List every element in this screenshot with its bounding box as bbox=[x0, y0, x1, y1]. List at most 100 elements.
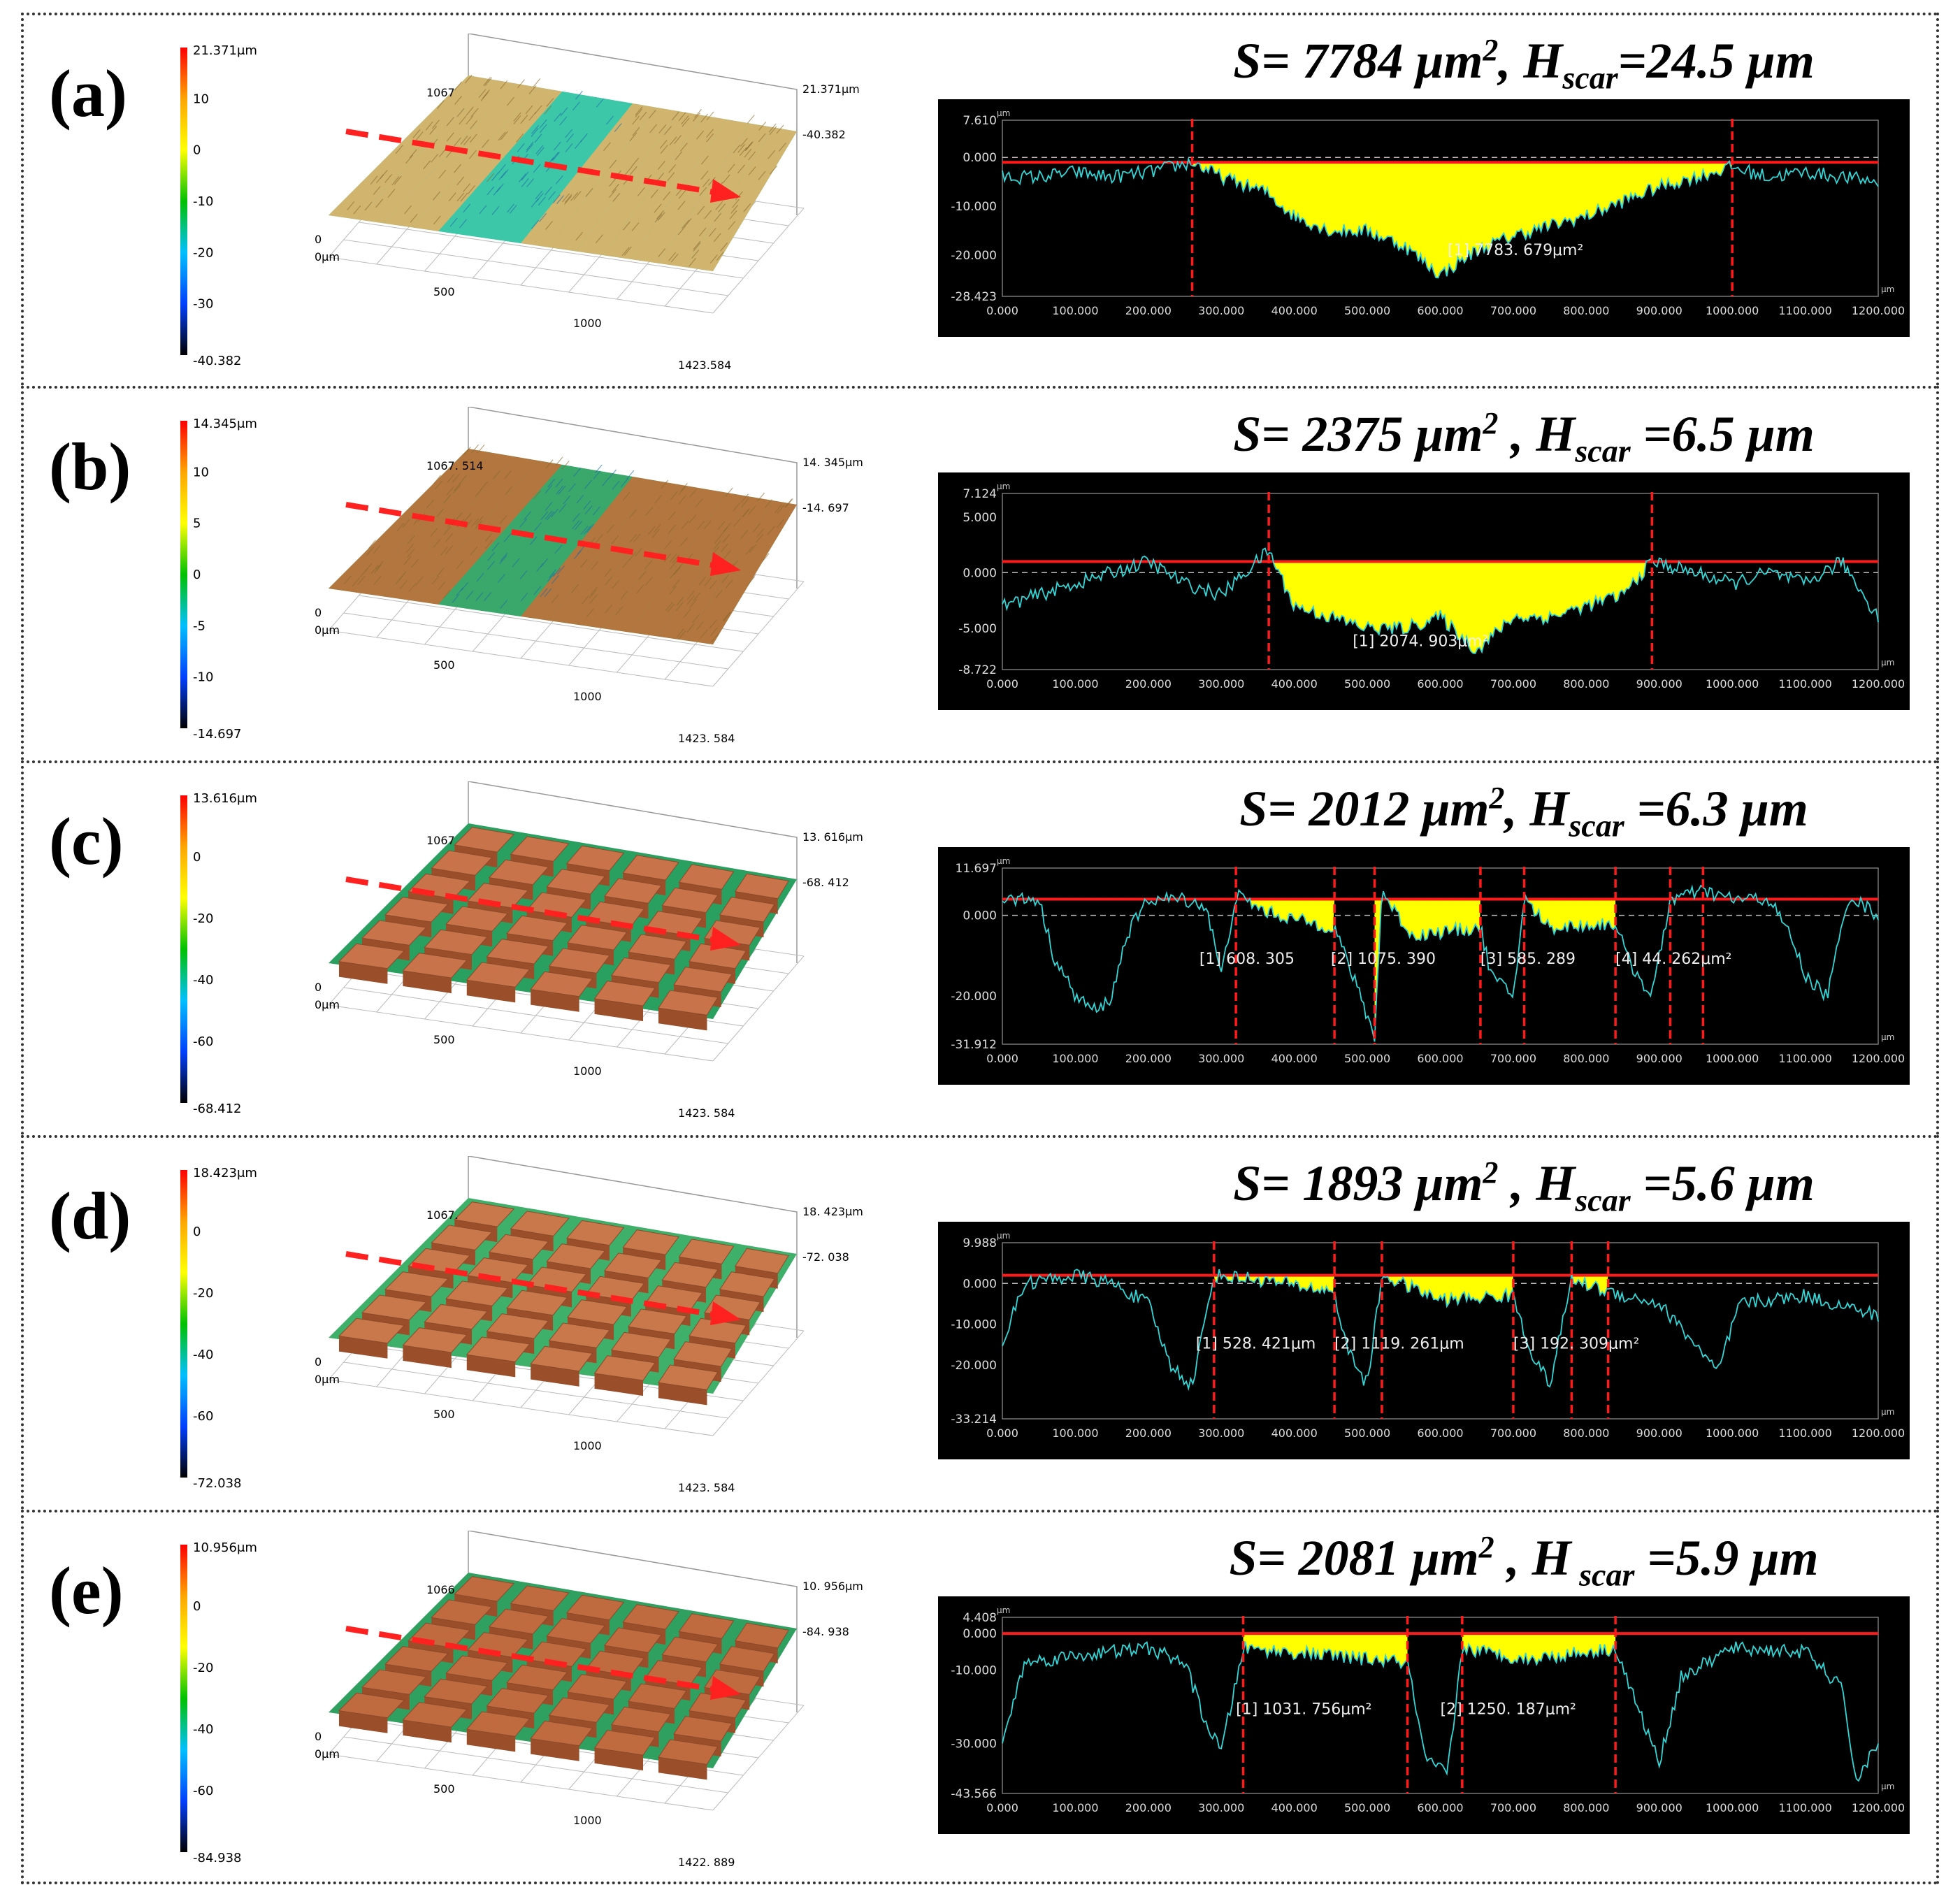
surface-texture bbox=[463, 512, 472, 522]
surface-texture bbox=[565, 143, 573, 152]
surface-texture bbox=[438, 169, 447, 179]
surface-texture bbox=[586, 524, 594, 533]
colorbar-max-label: 14.345μm bbox=[193, 417, 257, 431]
surface-texture bbox=[468, 150, 477, 159]
x-tick-label: 500.000 bbox=[1344, 677, 1390, 691]
title-s-prefix: S bbox=[1233, 1155, 1262, 1211]
y-tick-label: -8.722 bbox=[958, 663, 997, 677]
surface-texture bbox=[698, 227, 707, 237]
surface-texture bbox=[479, 205, 487, 215]
surface-texture bbox=[615, 606, 624, 616]
surface-texture bbox=[737, 144, 746, 153]
surface-pillar-top bbox=[658, 990, 719, 1016]
surface-pillar-top bbox=[431, 850, 493, 876]
surface-texture bbox=[639, 111, 647, 121]
surface-texture bbox=[709, 619, 717, 629]
surface-texture bbox=[370, 175, 378, 185]
scan-direction-arrow bbox=[345, 129, 728, 197]
surface-texture bbox=[670, 253, 679, 263]
surface-texture bbox=[645, 507, 654, 516]
surface-texture bbox=[621, 247, 630, 257]
surface-texture bbox=[596, 98, 604, 108]
x-tick-label: 600.000 bbox=[1417, 304, 1463, 317]
surface-texture bbox=[654, 495, 662, 504]
surface-texture bbox=[433, 215, 441, 225]
surface-texture bbox=[748, 166, 756, 175]
surface-texture bbox=[563, 495, 571, 505]
scar-area-fill bbox=[1236, 899, 1335, 933]
title-s-value: = 2375 μm bbox=[1261, 406, 1483, 462]
surface-texture bbox=[375, 174, 384, 184]
x-tick-label: 1000.000 bbox=[1706, 304, 1759, 317]
surface-pillar-top bbox=[431, 1225, 493, 1250]
surface-strip bbox=[548, 107, 680, 252]
surface-texture bbox=[447, 473, 455, 483]
surface-texture bbox=[777, 519, 784, 528]
y-tick-label: 11.697 bbox=[956, 862, 997, 876]
surface-pillar-top bbox=[610, 957, 672, 983]
surface-texture bbox=[740, 138, 748, 147]
surface-texture bbox=[678, 112, 686, 122]
surface-x-tick: 0μm bbox=[315, 998, 340, 1011]
surface-texture bbox=[612, 579, 620, 589]
surface-texture bbox=[702, 178, 710, 188]
colorbar-tick-label: 0 bbox=[193, 568, 201, 582]
surface-texture bbox=[749, 544, 757, 553]
x-tick-label: 400.000 bbox=[1271, 1052, 1318, 1065]
x-tick-label: 600.000 bbox=[1417, 1427, 1463, 1440]
surface-texture bbox=[586, 608, 594, 617]
surface-texture bbox=[526, 143, 534, 153]
surface-grid-line bbox=[328, 1004, 714, 1062]
surface-pillar-top bbox=[593, 1730, 656, 1756]
surface-x-tick: 1000 bbox=[573, 317, 602, 330]
colorbar-tick-label: -20 bbox=[193, 1286, 213, 1301]
title-s-prefix: S bbox=[1239, 781, 1268, 837]
surface-pillar-top bbox=[384, 1271, 449, 1297]
x-tick-label: 500.000 bbox=[1344, 304, 1390, 317]
surface-texture bbox=[689, 599, 698, 608]
surface-x-tick: 0μm bbox=[315, 1747, 340, 1761]
surface-texture bbox=[609, 178, 617, 187]
surface-strip bbox=[548, 480, 680, 625]
y-tick-label: -10.000 bbox=[951, 200, 997, 214]
surface-texture bbox=[668, 511, 676, 521]
surface-texture bbox=[628, 509, 637, 519]
surface-texture bbox=[394, 175, 402, 185]
surface-z-max: 21.371μm bbox=[802, 82, 860, 96]
surface-texture bbox=[412, 129, 421, 138]
surface-texture bbox=[592, 506, 600, 516]
surface-texture bbox=[595, 534, 603, 543]
surface-texture bbox=[491, 172, 500, 181]
surface-texture bbox=[475, 516, 484, 526]
colorbar-min-label: -84.938 bbox=[193, 1851, 241, 1865]
surface-texture bbox=[521, 178, 529, 187]
panel-label: (b) bbox=[49, 429, 131, 504]
surface-texture bbox=[669, 136, 677, 146]
surface-texture bbox=[714, 589, 723, 599]
surface-pillar-top bbox=[628, 934, 687, 960]
panel-label: (c) bbox=[49, 804, 124, 879]
surface-texture bbox=[375, 198, 384, 208]
surface-z-min: -14. 697 bbox=[802, 501, 849, 514]
surface-texture bbox=[396, 522, 405, 532]
surface-texture bbox=[686, 595, 695, 605]
scar-area-fill bbox=[1269, 561, 1652, 654]
x-tick-label: 600.000 bbox=[1417, 1801, 1463, 1814]
surface-texture bbox=[741, 493, 749, 503]
surface-texture bbox=[758, 133, 766, 143]
surface-texture bbox=[606, 524, 614, 534]
x-tick-label: 0.000 bbox=[986, 304, 1018, 317]
surface-texture bbox=[544, 588, 552, 598]
surface-texture bbox=[698, 576, 707, 586]
surface-texture bbox=[403, 556, 412, 565]
surface-texture bbox=[748, 505, 756, 515]
colorbar-min-label: -14.697 bbox=[193, 727, 241, 742]
y-tick-label: -28.423 bbox=[951, 290, 997, 304]
surface-texture bbox=[423, 160, 431, 170]
surface-pillar-top bbox=[548, 1697, 611, 1723]
surface-x-tick: 500 bbox=[433, 1033, 455, 1046]
surface-texture bbox=[591, 561, 599, 570]
surface-texture bbox=[577, 545, 585, 555]
surface-strip bbox=[438, 464, 586, 609]
surface-texture bbox=[753, 523, 761, 533]
